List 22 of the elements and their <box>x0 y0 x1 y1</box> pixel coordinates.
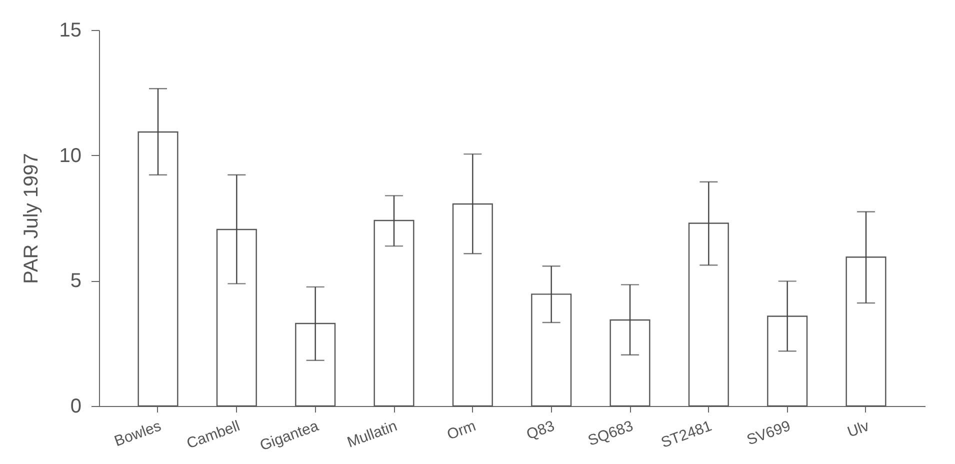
y-tick-label: 5 <box>70 270 82 292</box>
bar <box>295 322 336 407</box>
bar <box>452 203 493 407</box>
bar <box>610 319 650 407</box>
x-tick-label: Q83 <box>524 418 557 444</box>
x-tick-label: SQ683 <box>586 418 636 450</box>
bar <box>688 222 729 407</box>
x-tick-label: Mullatin <box>345 418 400 452</box>
x-tick-label: Orm <box>444 418 478 444</box>
y-tick-label: 0 <box>70 396 82 418</box>
bar <box>767 316 808 407</box>
bar <box>374 220 414 407</box>
bar <box>531 294 572 407</box>
y-axis-title: PAR July 1997 <box>20 153 42 284</box>
y-tick-label: 15 <box>59 20 82 42</box>
x-tick-label: Ulv <box>845 417 872 441</box>
y-tick-label: 10 <box>59 144 82 167</box>
bar <box>846 256 886 407</box>
bar <box>216 228 257 407</box>
x-tick-label: Bowles <box>112 418 164 450</box>
bar <box>138 131 178 407</box>
x-tick-label: SV699 <box>744 418 793 449</box>
